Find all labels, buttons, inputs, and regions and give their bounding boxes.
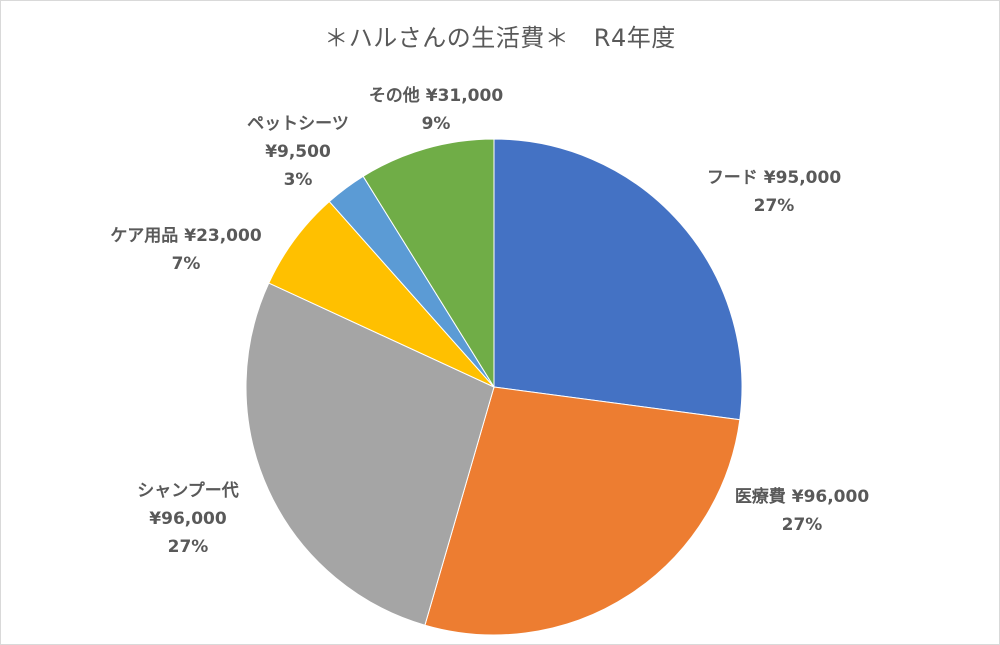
data-label-other: その他 ¥31,000 9% — [346, 82, 526, 138]
data-label-sheets-name: ペットシーツ — [247, 114, 349, 134]
data-label-shampoo-percent: 27% — [167, 537, 209, 557]
data-label-food-percent: 27% — [753, 196, 795, 216]
data-label-medical-value: ¥96,000 — [791, 487, 870, 507]
data-label-shampoo-name: シャンプー代 — [137, 481, 239, 501]
data-label-other-percent: 9% — [421, 114, 451, 134]
slice-other — [362, 138, 495, 389]
data-label-food-name: フード — [706, 168, 758, 188]
data-label-food: フード ¥95,000 27% — [694, 164, 854, 220]
data-label-care-name: ケア用品 — [110, 226, 179, 246]
data-label-care-percent: 7% — [171, 254, 201, 274]
data-label-care: ケア用品 ¥23,000 7% — [96, 222, 276, 278]
slice-medical — [424, 386, 741, 636]
data-label-sheets: ペットシーツ ¥9,500 3% — [218, 110, 378, 194]
data-label-other-name: その他 — [368, 86, 420, 106]
data-label-food-value: ¥95,000 — [763, 168, 842, 188]
data-label-medical-percent: 27% — [781, 515, 823, 535]
data-label-shampoo-value: ¥96,000 — [149, 509, 227, 529]
data-label-medical-name: 医療費 — [734, 487, 786, 507]
data-label-medical: 医療費 ¥96,000 27% — [722, 483, 882, 539]
slice-shampoo — [245, 282, 495, 626]
slice-food — [493, 138, 743, 421]
data-label-shampoo: シャンプー代 ¥96,000 27% — [108, 477, 268, 561]
data-label-sheets-value: ¥9,500 — [265, 142, 331, 162]
data-label-care-value: ¥23,000 — [184, 226, 262, 246]
data-label-sheets-percent: 3% — [283, 170, 313, 190]
data-label-other-value: ¥31,000 — [425, 86, 504, 106]
chart-title: ＊ハルさんの生活費＊ R4年度 — [324, 24, 676, 52]
